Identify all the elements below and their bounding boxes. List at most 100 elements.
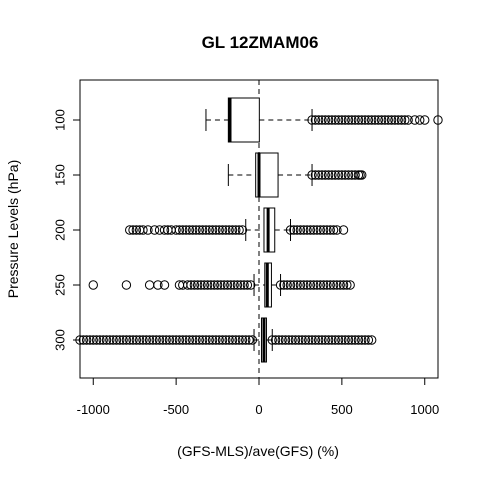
outlier-point bbox=[204, 225, 214, 235]
y-tick-label: 300 bbox=[53, 329, 68, 351]
outlier-point bbox=[400, 115, 410, 125]
outlier-point bbox=[345, 280, 355, 290]
outlier-point bbox=[209, 280, 219, 290]
outlier-point bbox=[289, 225, 299, 235]
outlier-point bbox=[360, 115, 370, 125]
outlier-point bbox=[197, 225, 208, 235]
outlier-point bbox=[138, 335, 148, 345]
outlier-point bbox=[214, 225, 224, 235]
outlier-point bbox=[128, 225, 138, 235]
outlier-point bbox=[304, 335, 314, 345]
outlier-point bbox=[246, 280, 256, 290]
outlier-point bbox=[353, 335, 364, 345]
outlier-point bbox=[420, 115, 430, 125]
outlier-point bbox=[224, 225, 234, 235]
outlier-point bbox=[217, 335, 228, 345]
outlier-point bbox=[318, 225, 329, 235]
outlier-point bbox=[105, 335, 115, 345]
outlier-point bbox=[343, 115, 354, 125]
outlier-point bbox=[237, 225, 248, 235]
outlier-point bbox=[332, 280, 342, 290]
outlier-point bbox=[357, 170, 367, 180]
outlier-point bbox=[158, 335, 168, 345]
x-tick-label: -1000 bbox=[77, 402, 110, 417]
outlier-point bbox=[191, 225, 201, 235]
outlier-point bbox=[227, 225, 238, 235]
outlier-point bbox=[386, 115, 397, 125]
x-tick-label: -500 bbox=[163, 402, 189, 417]
outlier-point bbox=[292, 225, 302, 235]
outlier-point bbox=[305, 225, 316, 235]
outlier-point bbox=[325, 225, 335, 235]
outlier-point bbox=[98, 335, 108, 345]
outlier-point bbox=[164, 335, 175, 345]
outlier-point bbox=[312, 225, 322, 235]
outlier-point bbox=[343, 170, 354, 180]
outlier-point bbox=[393, 115, 403, 125]
outlier-point bbox=[313, 170, 324, 180]
outlier-point bbox=[85, 335, 95, 345]
outlier-point bbox=[161, 335, 171, 345]
outlier-point bbox=[302, 225, 312, 235]
x-tick-label: 500 bbox=[331, 402, 353, 417]
outlier-point bbox=[310, 170, 321, 180]
outlier-point bbox=[115, 335, 125, 345]
outlier-point bbox=[315, 280, 326, 290]
outlier-point bbox=[128, 335, 138, 345]
outlier-point bbox=[224, 335, 234, 345]
outlier-point bbox=[207, 225, 218, 235]
outlier-point bbox=[229, 280, 239, 290]
outlier-point bbox=[201, 225, 211, 235]
outlier-point bbox=[227, 335, 238, 345]
outlier-point bbox=[312, 280, 322, 290]
outlier-point bbox=[330, 335, 340, 345]
outlier-point bbox=[211, 335, 221, 345]
outlier-point bbox=[197, 335, 208, 345]
outlier-point bbox=[141, 335, 151, 345]
outlier-point bbox=[274, 335, 284, 345]
outlier-point bbox=[328, 280, 339, 290]
outlier-point bbox=[211, 225, 221, 235]
outlier-point bbox=[410, 115, 420, 125]
outlier-point bbox=[234, 335, 244, 345]
outlier-point bbox=[284, 335, 294, 345]
outlier-point bbox=[101, 335, 112, 345]
outlier-point bbox=[279, 280, 289, 290]
outlier-point bbox=[318, 280, 329, 290]
outlier-point bbox=[91, 335, 102, 345]
outlier-point bbox=[295, 225, 306, 235]
outlier-point bbox=[237, 335, 248, 345]
outlier-point bbox=[290, 335, 301, 345]
outlier-point bbox=[415, 115, 425, 125]
outlier-point bbox=[297, 335, 307, 345]
outlier-point bbox=[337, 115, 347, 125]
outlier-point bbox=[347, 335, 357, 345]
outlier-point bbox=[154, 335, 165, 345]
outlier-point bbox=[325, 280, 335, 290]
iqr-box bbox=[255, 152, 279, 198]
iqr-box bbox=[227, 97, 260, 143]
y-axis-label: Pressure Levels (hPa) bbox=[5, 160, 21, 299]
outlier-point bbox=[188, 225, 198, 235]
outlier-point bbox=[367, 335, 377, 345]
outlier-point bbox=[194, 335, 205, 345]
outlier-point bbox=[285, 280, 296, 290]
y-tick-label: 200 bbox=[53, 219, 68, 241]
outlier-point bbox=[134, 335, 145, 345]
x-axis-label: (GFS-MLS)/ave(GFS) (%) bbox=[177, 443, 339, 459]
outlier-point bbox=[332, 225, 342, 235]
outlier-point bbox=[125, 335, 135, 345]
outlier-point bbox=[347, 115, 357, 125]
plot-layer bbox=[75, 80, 443, 378]
outlier-point bbox=[196, 280, 206, 290]
outlier-point bbox=[343, 335, 354, 345]
outlier-point bbox=[322, 280, 332, 290]
outlier-point bbox=[171, 335, 181, 345]
outlier-point bbox=[357, 335, 367, 345]
outlier-point bbox=[327, 335, 337, 345]
outlier-point bbox=[131, 335, 142, 345]
outlier-point bbox=[275, 280, 286, 290]
outlier-point bbox=[219, 280, 229, 290]
outlier-point bbox=[184, 335, 195, 345]
